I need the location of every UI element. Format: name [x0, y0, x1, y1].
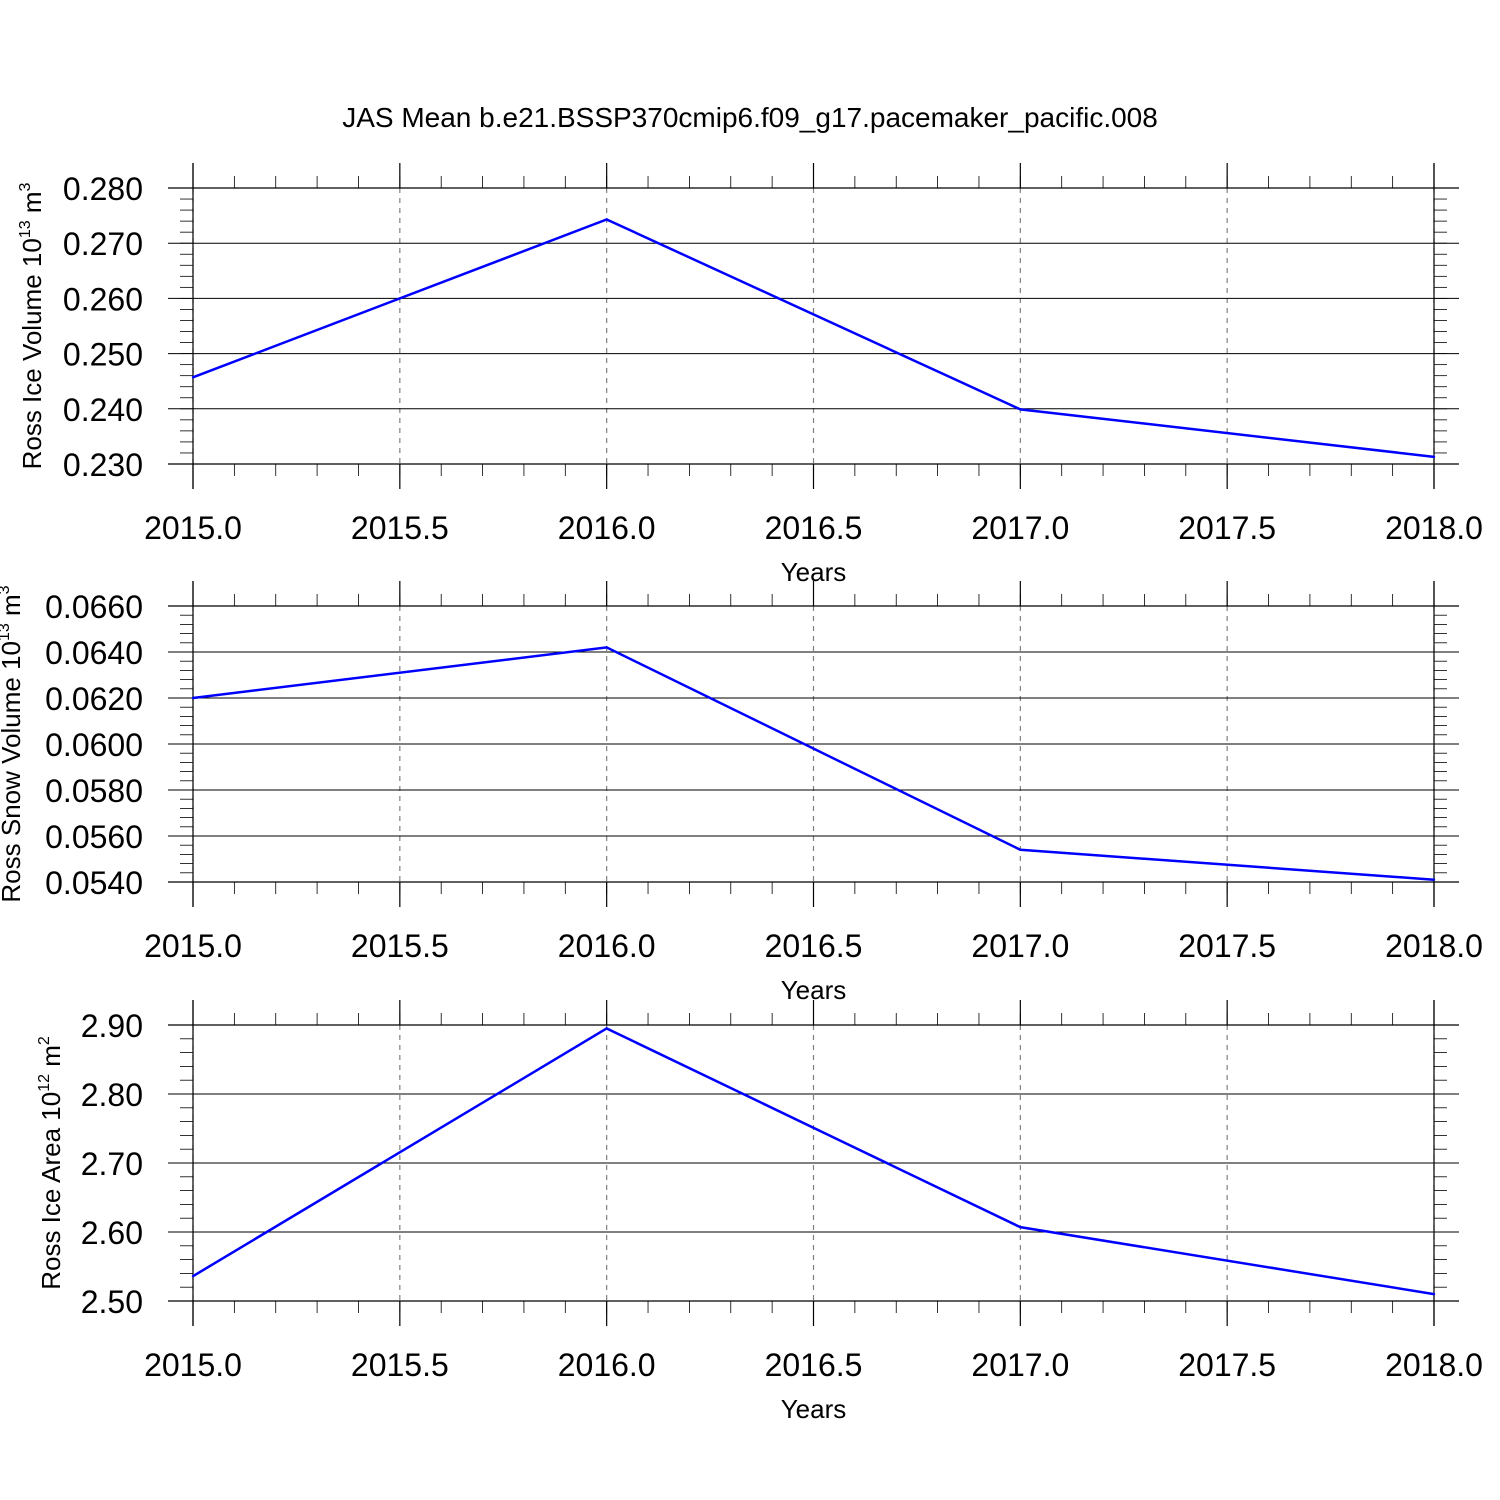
- data-series-line: [192, 646, 1435, 881]
- x-tick-label: 2016.5: [765, 1347, 863, 1383]
- x-axis-label: Years: [781, 1394, 847, 1424]
- y-axis-unit-exponent: 13: [0, 623, 13, 641]
- data-point: [1432, 878, 1436, 881]
- y-tick-label: 2.80: [81, 1077, 143, 1113]
- x-tick-label: 2015.0: [144, 928, 242, 964]
- y-tick-label: 2.90: [81, 1008, 143, 1044]
- x-tick-label: 2015.5: [351, 510, 449, 546]
- x-tick-label: 2015.5: [351, 928, 449, 964]
- data-point: [605, 218, 608, 221]
- data-series-line: [192, 1027, 1435, 1296]
- y-axis-label-name: Ross Snow Volume: [0, 677, 26, 902]
- x-tick-label: 2016.0: [558, 510, 656, 546]
- y-tick-label: 0.240: [63, 392, 143, 428]
- x-tick-label: 2016.0: [558, 928, 656, 964]
- y-axis-unit-base: 10: [0, 641, 26, 670]
- y-tick-label: 0.260: [63, 281, 143, 317]
- y-axis-unit-base: 10: [17, 238, 47, 267]
- figure-title: JAS Mean b.e21.BSSP370cmip6.f09_g17.pace…: [342, 102, 1158, 133]
- x-tick-label: 2016.0: [558, 1347, 656, 1383]
- x-tick-label: 2016.5: [765, 510, 863, 546]
- x-tick-label: 2017.5: [1178, 928, 1276, 964]
- x-tick-label: 2018.0: [1385, 510, 1483, 546]
- y-tick-label: 0.0540: [45, 865, 143, 901]
- y-tick-label: 0.0560: [45, 819, 143, 855]
- y-axis-unit-tail-exponent: 3: [17, 182, 34, 191]
- y-axis-label-space: [0, 670, 26, 677]
- y-axis-unit-exponent: 12: [36, 1074, 53, 1092]
- y-axis-unit-tail-exponent: 2: [36, 1036, 53, 1045]
- x-tick-label: 2018.0: [1385, 1347, 1483, 1383]
- x-tick-label: 2015.0: [144, 1347, 242, 1383]
- data-point: [605, 1027, 608, 1030]
- data-point: [1432, 455, 1436, 459]
- y-axis-unit-base: 10: [36, 1092, 66, 1121]
- x-tick-label: 2017.0: [971, 510, 1069, 546]
- panels: 2015.0 2015.5 2016.0 2016.5 2017.0 2017.5 2018…: [0, 163, 1483, 1424]
- data-point: [1432, 1292, 1436, 1296]
- y-axis-label-name: Ross Ice Volume: [17, 274, 47, 469]
- data-point: [1019, 848, 1022, 851]
- y-axis-unit-exponent: 13: [17, 220, 34, 238]
- y-axis-label: Ross Ice Area 1012 m2: [36, 1036, 66, 1290]
- y-tick-label: 0.280: [63, 171, 143, 207]
- chart-panel-1: 2015.0 2015.5 2016.0 2016.5 2017.0 2017.5 2018…: [17, 163, 1483, 587]
- y-axis-label: Ross Ice Volume 1013 m3: [17, 182, 47, 469]
- y-axis-unit-tail: m: [36, 1045, 66, 1074]
- x-tick-label: 2015.0: [144, 510, 242, 546]
- x-tick-label: 2016.5: [765, 928, 863, 964]
- y-axis-label-space: [17, 267, 47, 274]
- data-series-line: [192, 218, 1435, 459]
- x-tick-label: 2017.5: [1178, 510, 1276, 546]
- y-tick-label: 0.230: [63, 447, 143, 483]
- data-point: [1019, 1225, 1022, 1229]
- y-tick-label: 0.0600: [45, 727, 143, 763]
- x-tick-label: 2017.0: [971, 928, 1069, 964]
- data-point: [191, 1274, 195, 1278]
- data-point: [191, 376, 195, 379]
- y-axis-label-name: Ross Ice Area: [36, 1127, 66, 1289]
- y-tick-label: 0.0580: [45, 773, 143, 809]
- y-tick-label: 0.250: [63, 337, 143, 373]
- y-tick-label: 2.70: [81, 1146, 143, 1182]
- y-tick-label: 2.50: [81, 1284, 143, 1320]
- y-tick-label: 0.270: [63, 226, 143, 262]
- chart-panel-2: 2015.0 2015.5 2016.0 2016.5 2017.0 2017.5 2018…: [0, 581, 1483, 1005]
- y-tick-label: 0.0620: [45, 681, 143, 717]
- y-tick-label: 0.0640: [45, 635, 143, 671]
- data-point: [605, 646, 608, 649]
- chart-panel-3: 2015.0 2015.5 2016.0 2016.5 2017.0 2017.5 2018…: [36, 1000, 1483, 1424]
- data-point: [1019, 408, 1022, 411]
- y-axis-unit-tail: m: [17, 191, 47, 220]
- x-tick-label: 2015.5: [351, 1347, 449, 1383]
- y-axis-label-space: [36, 1121, 66, 1128]
- y-axis-unit-tail: m: [0, 594, 26, 623]
- x-tick-label: 2017.5: [1178, 1347, 1276, 1383]
- y-tick-label: 0.0660: [45, 589, 143, 625]
- x-tick-label: 2017.0: [971, 1347, 1069, 1383]
- y-axis-label: Ross Snow Volume 1013 m3: [0, 585, 26, 902]
- y-axis-unit-tail-exponent: 3: [0, 585, 13, 594]
- x-tick-label: 2018.0: [1385, 928, 1483, 964]
- y-tick-label: 2.60: [81, 1215, 143, 1251]
- data-point: [191, 696, 195, 700]
